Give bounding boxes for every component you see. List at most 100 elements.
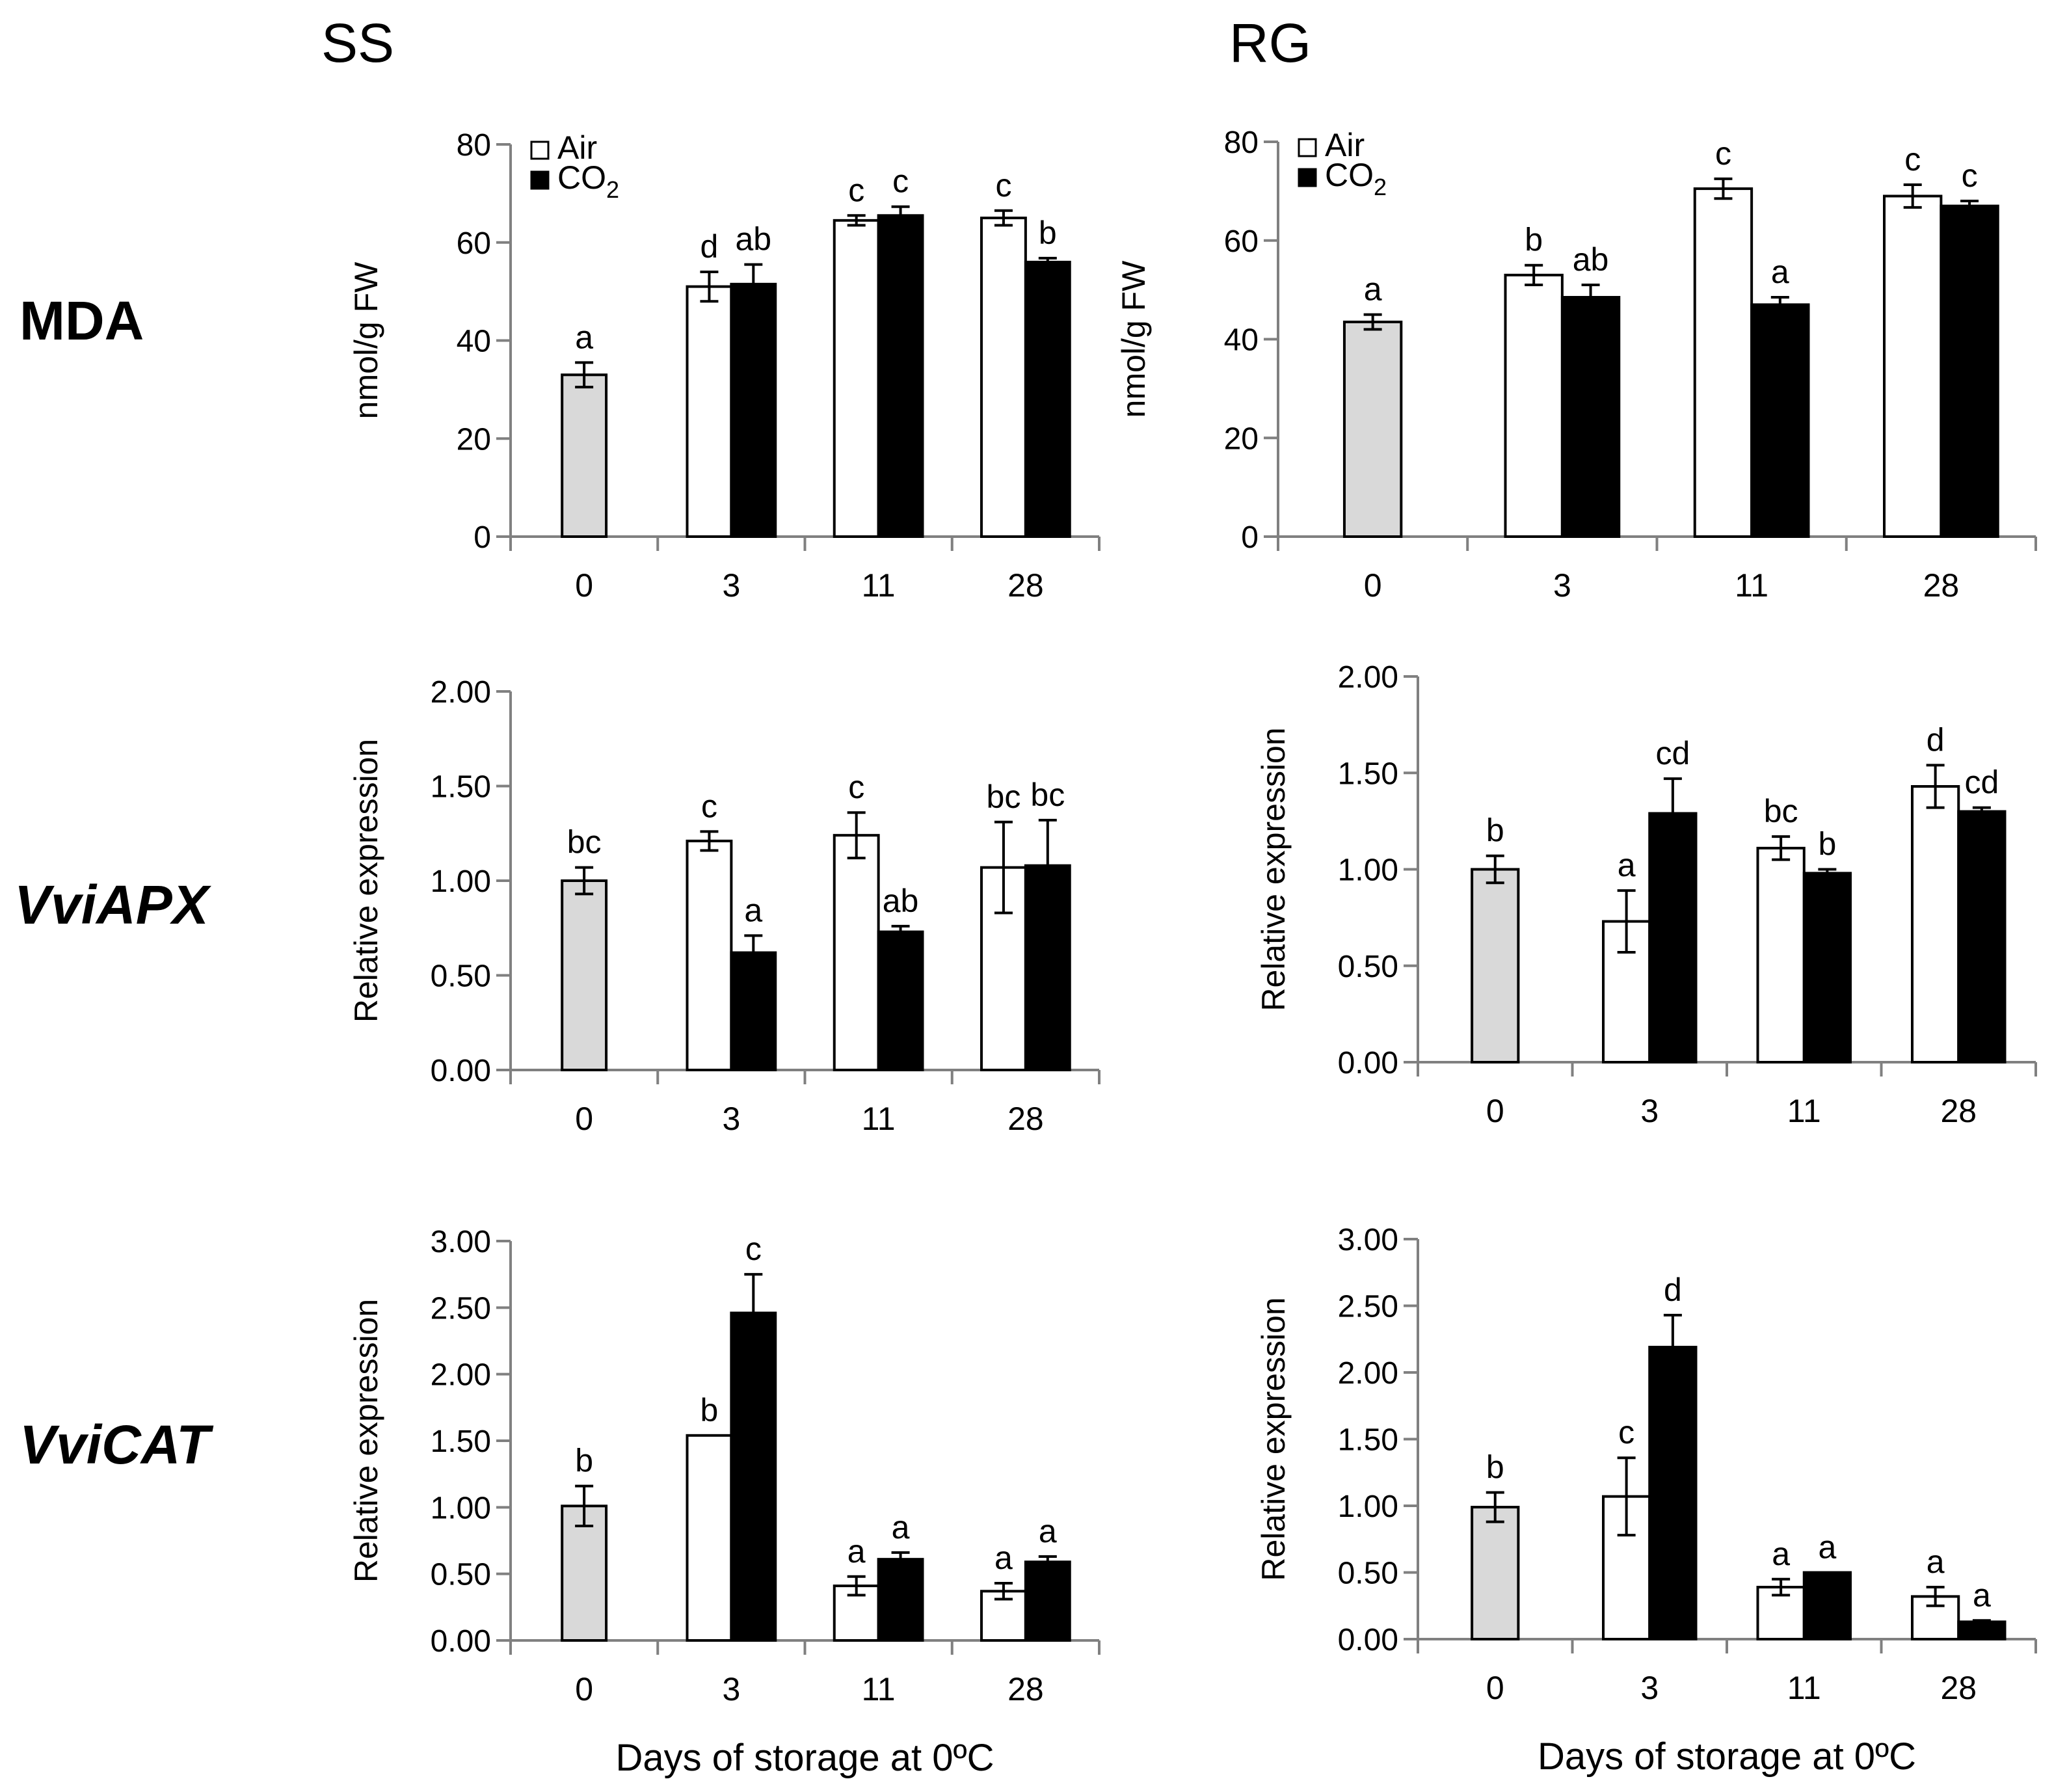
y-tick-label: 0.50 xyxy=(431,959,491,994)
bar-day11-co2 xyxy=(877,930,924,1071)
significance-letter: a xyxy=(1039,1513,1057,1549)
bar-day11-air xyxy=(1693,187,1754,538)
error-bar xyxy=(1038,1555,1057,1569)
significance-letter: cd xyxy=(1655,735,1690,771)
significance-letter: a xyxy=(892,1509,910,1545)
error-bar xyxy=(891,924,910,939)
x-tick-label: 0 xyxy=(1364,567,1382,604)
y-tick-label: 0.50 xyxy=(1338,950,1398,984)
x-tick-label: 0 xyxy=(1486,1670,1504,1706)
error-bar xyxy=(891,205,910,226)
chart-ss-apx: 0.00 0.50 1.00 1.50 2.00 0 3 11 28 Relative expre… xyxy=(348,675,1100,1137)
significance-letter: d xyxy=(700,228,719,265)
y-tick-label: 40 xyxy=(1224,323,1259,358)
y-tick-label: 2.00 xyxy=(1338,660,1398,695)
significance-letter: b xyxy=(1486,812,1504,849)
x-tick-label: 28 xyxy=(1007,1671,1044,1707)
y-tick-label: 2.00 xyxy=(431,675,491,710)
error-bar xyxy=(1714,177,1733,200)
y-tick-label: 2.00 xyxy=(431,1358,491,1393)
row-label-vviapx: VviAPX xyxy=(14,874,212,935)
y-tick-label: 0.50 xyxy=(431,1558,491,1592)
significance-letter: d xyxy=(1664,1272,1682,1308)
y-tick-label: 1.00 xyxy=(431,1491,491,1525)
bar-day28-co2 xyxy=(1024,1560,1071,1642)
error-bar xyxy=(1525,263,1543,287)
x-axis-title: Days of storage at 0ºC xyxy=(615,1737,994,1779)
bar-day11-air xyxy=(833,219,880,538)
error-bar xyxy=(1486,854,1504,885)
column-title-rg: RG xyxy=(1229,12,1311,74)
y-tick-label: 2.50 xyxy=(431,1291,491,1326)
significance-letter: d xyxy=(1927,721,1945,758)
x-tick-label: 28 xyxy=(1940,1670,1977,1706)
y-tick-label: 40 xyxy=(457,325,491,359)
bar-day11-co2 xyxy=(1802,1571,1852,1640)
significance-letter: c xyxy=(848,769,864,805)
error-bar xyxy=(700,830,719,852)
significance-letter: c xyxy=(1618,1414,1634,1451)
y-tick-label: 1.00 xyxy=(1338,853,1398,888)
y-tick-label: 1.50 xyxy=(431,770,491,805)
bar-day28-air xyxy=(1883,194,1943,538)
x-tick-label: 3 xyxy=(722,1101,740,1137)
legend-swatch xyxy=(1298,168,1317,187)
error-bar xyxy=(994,820,1013,915)
y-tick-label: 60 xyxy=(457,226,491,261)
y-axis-title: Relative expression xyxy=(348,1299,384,1583)
error-bar xyxy=(994,209,1013,227)
significance-letter: b xyxy=(700,1392,719,1428)
x-tick-label: 3 xyxy=(722,567,740,604)
x-tick-label: 0 xyxy=(575,1671,593,1707)
legend-swatch xyxy=(1298,138,1317,157)
y-tick-label: 0.00 xyxy=(431,1054,491,1088)
legend-swatch xyxy=(530,140,550,160)
significance-letter: ab xyxy=(1573,241,1609,278)
y-tick-label: 0 xyxy=(1241,520,1259,555)
bar-day28-air xyxy=(1911,785,1960,1063)
significance-letter: c xyxy=(892,163,909,200)
y-tick-label: 20 xyxy=(1224,421,1259,456)
y-tick-label: 0 xyxy=(473,520,491,555)
y-tick-label: 3.00 xyxy=(1338,1223,1398,1257)
bar-day3-air xyxy=(686,285,733,538)
error-bar xyxy=(1663,1313,1682,1381)
error-bar xyxy=(1617,1456,1636,1537)
row-label-mda: MDA xyxy=(20,290,144,351)
error-bar xyxy=(1926,764,1945,809)
y-tick-label: 1.50 xyxy=(1338,756,1398,791)
significance-letter: a xyxy=(1818,1529,1836,1566)
y-tick-label: 2.50 xyxy=(1338,1290,1398,1324)
error-bar xyxy=(994,1581,1013,1601)
y-axis-title: Relative expression xyxy=(348,739,384,1023)
bar-day0-control xyxy=(1471,868,1520,1063)
x-tick-label: 11 xyxy=(1787,1670,1821,1706)
bar-day0-control xyxy=(561,373,608,539)
x-tick-label: 11 xyxy=(862,1671,896,1707)
y-tick-label: 0.00 xyxy=(431,1624,491,1659)
legend-label: Air xyxy=(557,129,597,166)
error-bar xyxy=(1772,835,1791,861)
significance-letter: b xyxy=(1486,1449,1504,1486)
significance-letter: b xyxy=(1525,222,1543,258)
y-tick-label: 0.50 xyxy=(1338,1557,1398,1591)
bar-day11-co2 xyxy=(1802,872,1852,1064)
error-bar xyxy=(1363,313,1382,331)
bar-day11-co2 xyxy=(877,214,924,538)
significance-letter: a xyxy=(847,1533,866,1570)
error-bar xyxy=(575,866,594,896)
error-bar xyxy=(847,214,866,227)
bar-day3-co2 xyxy=(1648,1346,1698,1641)
significance-letter: ab xyxy=(883,883,919,919)
y-tick-label: 0.00 xyxy=(1338,1623,1398,1657)
x-tick-label: 28 xyxy=(1007,1101,1044,1137)
significance-letter: a xyxy=(1973,1577,1991,1613)
bar-day3-co2 xyxy=(1560,296,1621,538)
y-axis-title: nmol/g FW xyxy=(348,261,384,420)
x-tick-label: 3 xyxy=(1553,567,1571,604)
bar-day3-co2 xyxy=(730,951,777,1071)
significance-letter: b xyxy=(1039,215,1057,251)
